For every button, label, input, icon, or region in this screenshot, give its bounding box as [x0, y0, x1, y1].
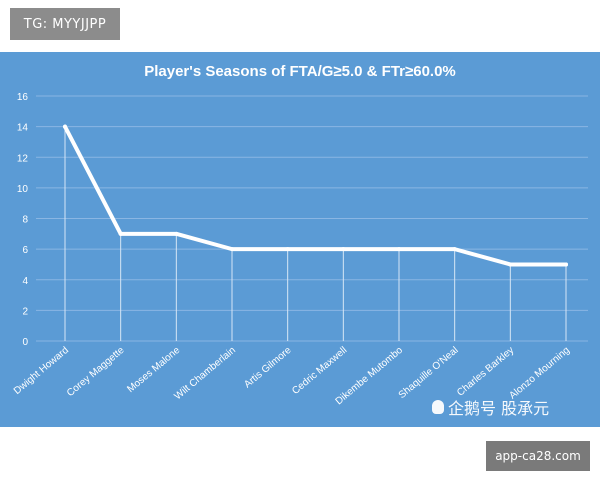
data-point	[397, 247, 401, 252]
y-tick-label: 12	[17, 153, 29, 164]
watermark: 企鹅号 股承元	[432, 395, 549, 419]
data-point	[118, 231, 123, 236]
drop-lines	[64, 126, 567, 341]
x-tick-label: Corey Maggette	[65, 345, 127, 399]
data-point	[341, 247, 346, 252]
x-tick-label: Cedric Maxwell	[290, 345, 349, 397]
x-tick-label: Alonzo Mourning	[507, 345, 572, 402]
data-point	[285, 247, 290, 252]
series-line-layer	[63, 124, 568, 267]
x-tick-label: Moses Malone	[125, 345, 182, 396]
series-line	[63, 124, 568, 267]
x-tick-label: Dwight Howard	[12, 345, 71, 397]
data-point	[564, 262, 568, 267]
data-point	[508, 262, 513, 267]
x-tick-label: Artis Gilmore	[242, 345, 294, 391]
y-tick-label: 4	[22, 276, 28, 287]
x-tick-label: Wilt Chamberlain	[173, 345, 238, 402]
data-point	[174, 231, 179, 236]
grid-lines	[36, 95, 588, 342]
y-tick-label: 16	[17, 92, 29, 103]
data-point	[452, 247, 457, 252]
y-tick-label: 8	[22, 215, 28, 226]
line-chart: Player's Seasons of FTA/G≥5.0 & FTr≥60.0…	[12, 63, 588, 407]
y-tick-label: 2	[22, 306, 28, 317]
data-point	[63, 124, 67, 129]
data-point	[230, 247, 234, 252]
x-tick-label: Shaquille O'Neal	[397, 345, 461, 401]
y-tick-label: 14	[17, 123, 29, 134]
tg-tag: TG: MYYJJPP	[10, 8, 120, 40]
y-tick-label: 10	[17, 184, 29, 195]
penguin-icon	[432, 400, 444, 414]
y-tick-label: 6	[22, 245, 28, 256]
watermark-text: 企鹅号 股承元	[448, 399, 550, 418]
url-badge: app-ca28.com	[486, 441, 590, 471]
chart-panel: Player's Seasons of FTA/G≥5.0 & FTr≥60.0…	[0, 52, 600, 427]
y-axis-ticks: 0 2 4 6 8 10 12 14 16	[17, 92, 29, 348]
y-tick-label: 0	[22, 337, 28, 348]
chart-title: Player's Seasons of FTA/G≥5.0 & FTr≥60.0…	[144, 63, 456, 80]
x-tick-label: Charles Barkley	[455, 345, 516, 399]
